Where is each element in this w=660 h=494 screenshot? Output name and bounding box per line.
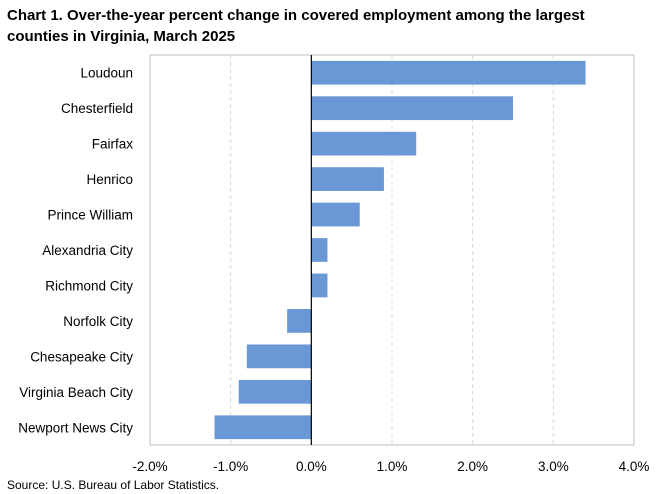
bars: [214, 60, 586, 440]
bar: [311, 131, 417, 156]
bar: [238, 379, 312, 404]
category-label: Virginia Beach City: [19, 385, 133, 400]
x-tick-label: -1.0%: [213, 459, 248, 474]
x-tick-label: 4.0%: [619, 459, 650, 474]
category-label: Alexandria City: [42, 243, 133, 258]
chart-title: Chart 1. Over-the-year percent change in…: [7, 7, 585, 45]
x-tick-label: 2.0%: [457, 459, 488, 474]
x-tick-label: 3.0%: [538, 459, 569, 474]
source-note: Source: U.S. Bureau of Labor Statistics.: [7, 478, 220, 492]
category-label: Newport News City: [18, 420, 133, 435]
bar: [311, 238, 328, 262]
category-label: Henrico: [86, 172, 133, 187]
axes: [149, 54, 635, 446]
labels: Loudoun Chesterfield Fairfax Henrico Prince …: [18, 66, 649, 474]
bar: [287, 309, 312, 333]
category-label: Loudoun: [80, 66, 133, 81]
bar: [311, 167, 384, 191]
category-label: Chesterfield: [61, 101, 133, 116]
bar: [311, 60, 586, 85]
plot-area-border: [149, 54, 635, 446]
category-label: Richmond City: [45, 278, 133, 293]
x-tick-label: 0.0%: [296, 459, 327, 474]
bar: [311, 202, 360, 227]
x-tick-label: 1.0%: [377, 459, 408, 474]
bar: [311, 273, 328, 298]
bar: [311, 96, 513, 121]
category-label: Fairfax: [92, 137, 134, 152]
x-tick-label: -2.0%: [132, 459, 167, 474]
bar: [214, 415, 312, 440]
category-label: Norfolk City: [63, 314, 133, 329]
category-label: Chesapeake City: [30, 349, 133, 364]
bar: [246, 344, 312, 369]
category-label: Prince William: [47, 208, 133, 223]
